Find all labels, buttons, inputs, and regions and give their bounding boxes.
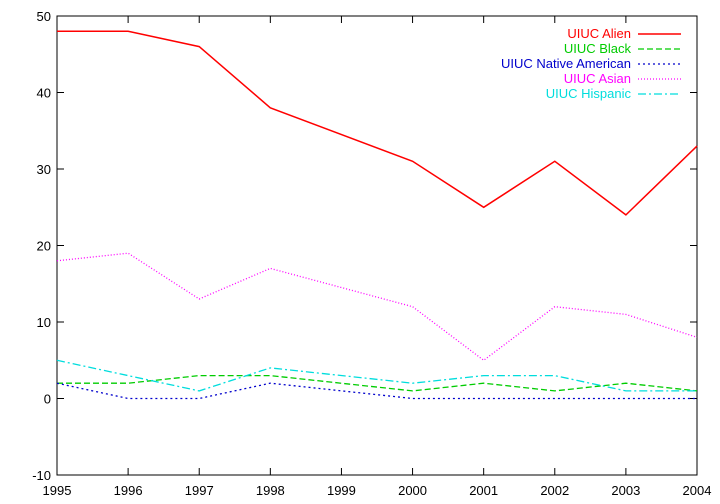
y-tick-label: 0	[44, 392, 51, 407]
legend-label: UIUC Hispanic	[546, 86, 632, 101]
x-tick-label: 2004	[683, 483, 712, 498]
legend-label: UIUC Alien	[567, 26, 631, 41]
x-tick-label: 1998	[256, 483, 285, 498]
series-line-3	[56, 382, 697, 400]
legend-label: UIUC Black	[564, 41, 632, 56]
y-axis: -10 0 10 20 30 40 50	[32, 9, 697, 483]
legend-label: UIUC Asian	[564, 71, 631, 86]
y-tick-label: -10	[32, 468, 51, 483]
series-line-4	[56, 252, 698, 362]
legend-label: UIUC Native American	[501, 56, 631, 71]
y-tick-label: 20	[37, 239, 51, 254]
x-tick-label: 1996	[114, 483, 143, 498]
x-tick-label: 1997	[185, 483, 214, 498]
series-line-5	[56, 359, 697, 392]
x-tick-label: 1995	[43, 483, 72, 498]
x-tick-label: 2003	[611, 483, 640, 498]
x-tick-label: 1999	[327, 483, 356, 498]
y-tick-label: 10	[37, 315, 51, 330]
series-layer	[56, 30, 698, 400]
y-tick-label: 30	[37, 162, 51, 177]
x-tick-label: 2002	[540, 483, 569, 498]
series-line-2	[57, 374, 698, 392]
x-tick-label: 2001	[469, 483, 498, 498]
y-tick-label: 50	[37, 9, 51, 24]
x-tick-label: 2000	[398, 483, 427, 498]
x-axis: 1995 1996 1997 1998 1999 2000 2001 2002 2003 2004	[43, 16, 712, 498]
series-line-1	[57, 30, 698, 216]
y-tick-label: 40	[37, 86, 51, 101]
